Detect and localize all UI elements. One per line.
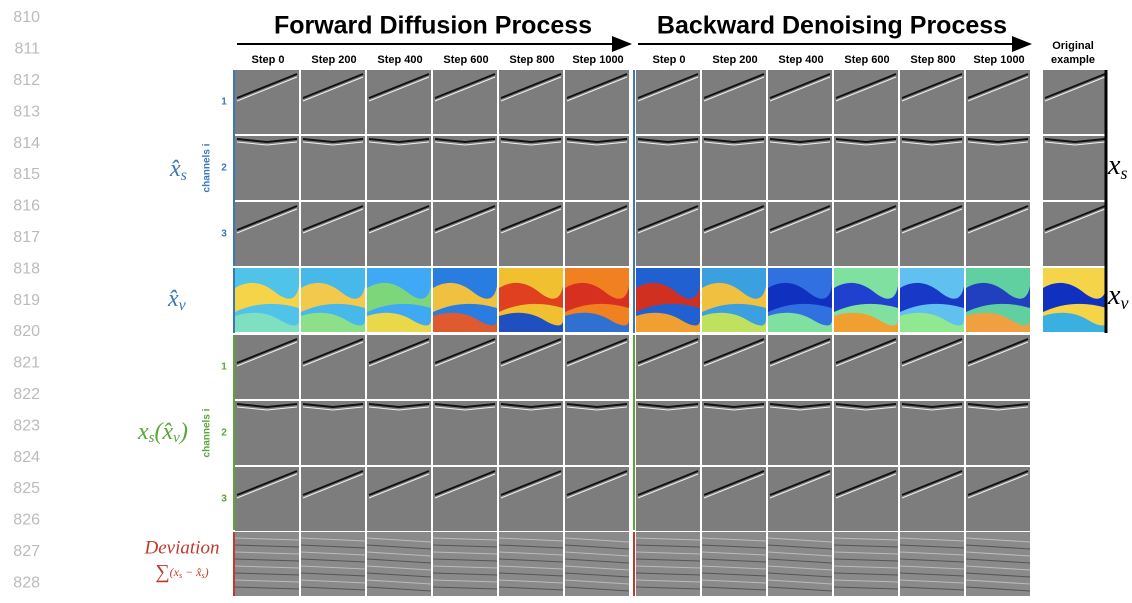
seismic-image (301, 401, 365, 465)
step-label: Step 400 (377, 54, 422, 66)
seismic-image (702, 136, 766, 200)
line-number: 821 (13, 355, 40, 372)
seismic-image (768, 401, 832, 465)
line-number: 817 (13, 229, 40, 246)
step-label: Step 0 (251, 54, 284, 66)
step-label: Step 200 (311, 54, 356, 66)
seismic-image (499, 136, 563, 200)
seismic-image (636, 532, 700, 596)
seismic-image (636, 401, 700, 465)
channel-label: 2 (221, 163, 227, 174)
line-number: 813 (13, 103, 40, 120)
axis-label: channels i (202, 143, 213, 192)
step-label: Step 400 (778, 54, 823, 66)
line-number: 822 (13, 386, 40, 403)
line-number: 820 (13, 323, 40, 340)
line-number: 812 (13, 72, 40, 89)
seismic-image (433, 136, 497, 200)
seismic-image (834, 401, 898, 465)
seismic-image (966, 401, 1030, 465)
xs-label: xs (1107, 150, 1127, 183)
backward-title: Backward Denoising Process (657, 12, 1007, 40)
line-numbers: 810 811 812 813 814 815 816 817 818 819 820 821 822 8… (13, 9, 40, 591)
seismic-image (301, 532, 365, 596)
figure: 810 811 812 813 814 815 816 817 818 819 820 821 822 8… (0, 0, 1132, 598)
seismic-image (834, 136, 898, 200)
seismic-image (834, 532, 898, 596)
original-label: Original (1052, 40, 1094, 52)
seismic-image (499, 401, 563, 465)
xs-hat-label: x̂s (169, 156, 187, 184)
step-label: Step 800 (910, 54, 955, 66)
xs-xv-label: xs(x̂v) (137, 419, 188, 447)
original-label: example (1051, 54, 1095, 66)
forward-title: Forward Diffusion Process (274, 12, 592, 40)
seismic-image (301, 136, 365, 200)
seismic-image (636, 136, 700, 200)
channel-label: 1 (221, 362, 227, 373)
xv-hat-label: x̂v (167, 286, 187, 314)
line-number: 828 (13, 574, 40, 591)
seismic-image (768, 136, 832, 200)
seismic-image (367, 401, 431, 465)
line-number: 825 (13, 480, 40, 497)
line-number: 818 (13, 260, 40, 277)
line-number: 827 (13, 543, 40, 560)
line-number: 819 (13, 292, 40, 309)
seismic-image (499, 532, 563, 596)
seismic-image (702, 532, 766, 596)
seismic-image (235, 136, 299, 200)
deviation-title: Deviation (144, 537, 220, 558)
seismic-image (900, 136, 964, 200)
line-number: 815 (13, 166, 40, 183)
channel-label: 3 (221, 494, 227, 505)
seismic-image (966, 136, 1030, 200)
line-number: 810 (13, 9, 40, 26)
step-label: Step 200 (712, 54, 757, 66)
seismic-image (565, 401, 629, 465)
seismic-image (367, 136, 431, 200)
step-label: Step 1000 (572, 54, 623, 66)
axis-label: channels i (202, 408, 213, 457)
line-number: 816 (13, 198, 40, 215)
seismic-image (433, 532, 497, 596)
channel-label: 3 (221, 229, 227, 240)
line-number: 814 (13, 135, 40, 152)
seismic-image (900, 401, 964, 465)
seismic-image (1043, 136, 1107, 200)
seismic-image (702, 401, 766, 465)
seismic-image (235, 532, 299, 596)
channel-label: 2 (221, 428, 227, 439)
line-number: 826 (13, 512, 40, 529)
step-label: Step 600 (443, 54, 488, 66)
seismic-image (900, 532, 964, 596)
image-grid (235, 70, 1107, 596)
xv-label: xv (1107, 280, 1128, 313)
step-label: Step 1000 (973, 54, 1024, 66)
step-label: Step 600 (844, 54, 889, 66)
step-label: Step 0 (652, 54, 685, 66)
line-number: 811 (14, 41, 40, 58)
line-number: 824 (13, 449, 40, 466)
channel-label: 1 (221, 97, 227, 108)
step-label: Step 800 (509, 54, 554, 66)
seismic-image (235, 401, 299, 465)
seismic-image (565, 136, 629, 200)
deviation-formula: ∑(xs − x̂s) (155, 561, 208, 583)
seismic-image (433, 401, 497, 465)
line-number: 823 (13, 417, 40, 434)
